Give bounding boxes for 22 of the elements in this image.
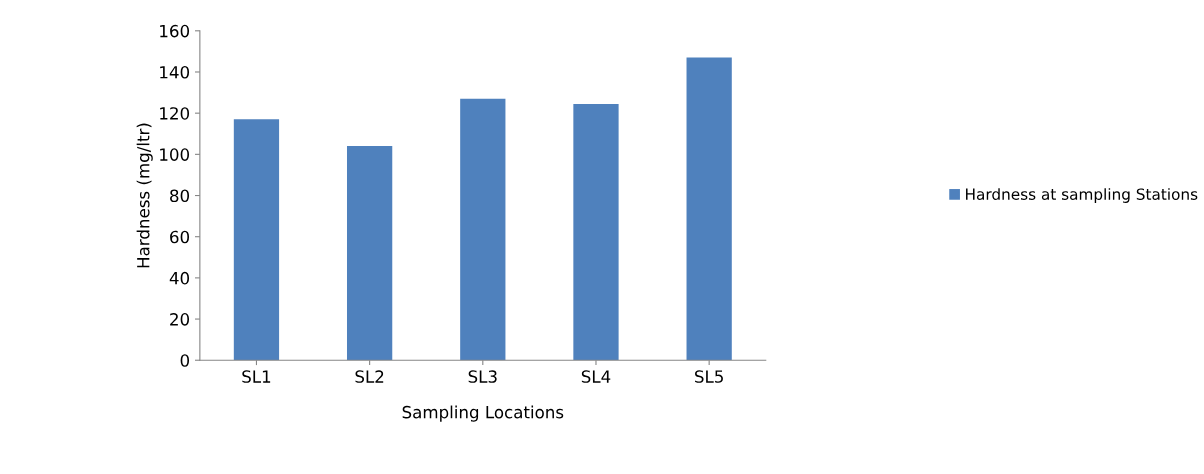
y-axis-title: Hardness (mg/ltr) bbox=[136, 123, 153, 268]
y-tick-label: 20 bbox=[170, 313, 190, 326]
y-tick-label: 140 bbox=[160, 65, 190, 79]
x-tick-label: SL3 bbox=[468, 370, 497, 383]
y-tick-label: 60 bbox=[170, 230, 190, 244]
y-tick-label: 100 bbox=[160, 148, 190, 161]
x-tick-label: SL1 bbox=[242, 370, 271, 383]
bar bbox=[233, 119, 280, 361]
y-tick-label: 0 bbox=[180, 354, 190, 367]
bar bbox=[346, 146, 393, 361]
bar bbox=[686, 57, 732, 361]
x-tick-label: SL4 bbox=[581, 370, 611, 383]
bar bbox=[460, 98, 506, 361]
x-tick-label: SL2 bbox=[355, 370, 384, 383]
y-tick-label: 40 bbox=[169, 271, 190, 285]
legend-label: Hardness at sampling Stations bbox=[966, 188, 1198, 203]
x-tick-label: SL5 bbox=[695, 370, 723, 383]
y-tick-label: 80 bbox=[170, 189, 190, 203]
y-tick-label: 120 bbox=[160, 107, 190, 120]
y-tick-label: 160 bbox=[160, 24, 190, 38]
x-axis-title: Sampling Locations bbox=[402, 405, 564, 422]
bar bbox=[573, 103, 619, 361]
